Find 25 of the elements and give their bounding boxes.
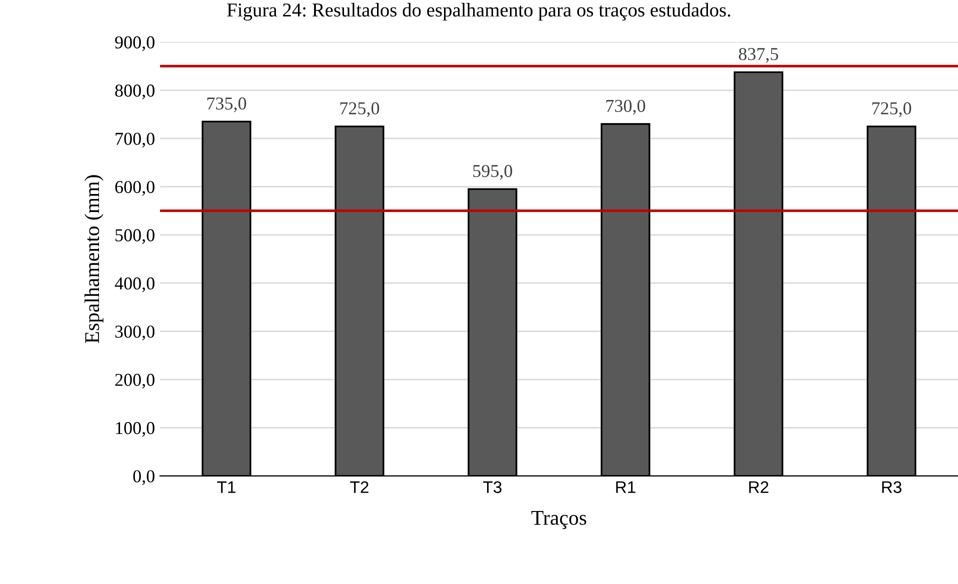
y-tick-label: 800,0 <box>115 84 154 100</box>
y-tick-label: 500,0 <box>116 229 154 244</box>
data-label: 730,0 <box>606 100 646 115</box>
x-tick-label: R1 <box>616 481 636 493</box>
y-tick-label: 0,0 <box>133 470 154 485</box>
data-label: 595,0 <box>473 164 512 180</box>
data-label: 735,0 <box>207 97 246 112</box>
x-tick-label: R3 <box>882 481 902 494</box>
y-tick-label: 300,0 <box>115 326 154 340</box>
y-tick-label: 100,0 <box>116 422 154 437</box>
data-label: 725,0 <box>340 102 380 118</box>
data-label: 725,0 <box>872 102 912 118</box>
x-tick-label: R2 <box>749 481 768 493</box>
x-tick-label: T1 <box>217 481 236 493</box>
x-axis-title: Traços <box>531 511 586 530</box>
y-tick-label: 900,0 <box>115 36 154 52</box>
y-tick-label: 600,0 <box>115 180 154 196</box>
x-tick-label: T3 <box>483 481 502 494</box>
y-tick-label: 200,0 <box>115 374 154 389</box>
data-label: 837,5 <box>738 48 778 63</box>
y-tick-label: 700,0 <box>116 132 154 148</box>
y-axis-title: Espalhamento (mm) <box>84 175 104 344</box>
y-tick-label: 400,0 <box>114 277 154 292</box>
chart-title: Figura 24: Resultados do espalhamento para os traços estudados. <box>227 2 730 21</box>
x-tick-label: T2 <box>350 481 368 493</box>
